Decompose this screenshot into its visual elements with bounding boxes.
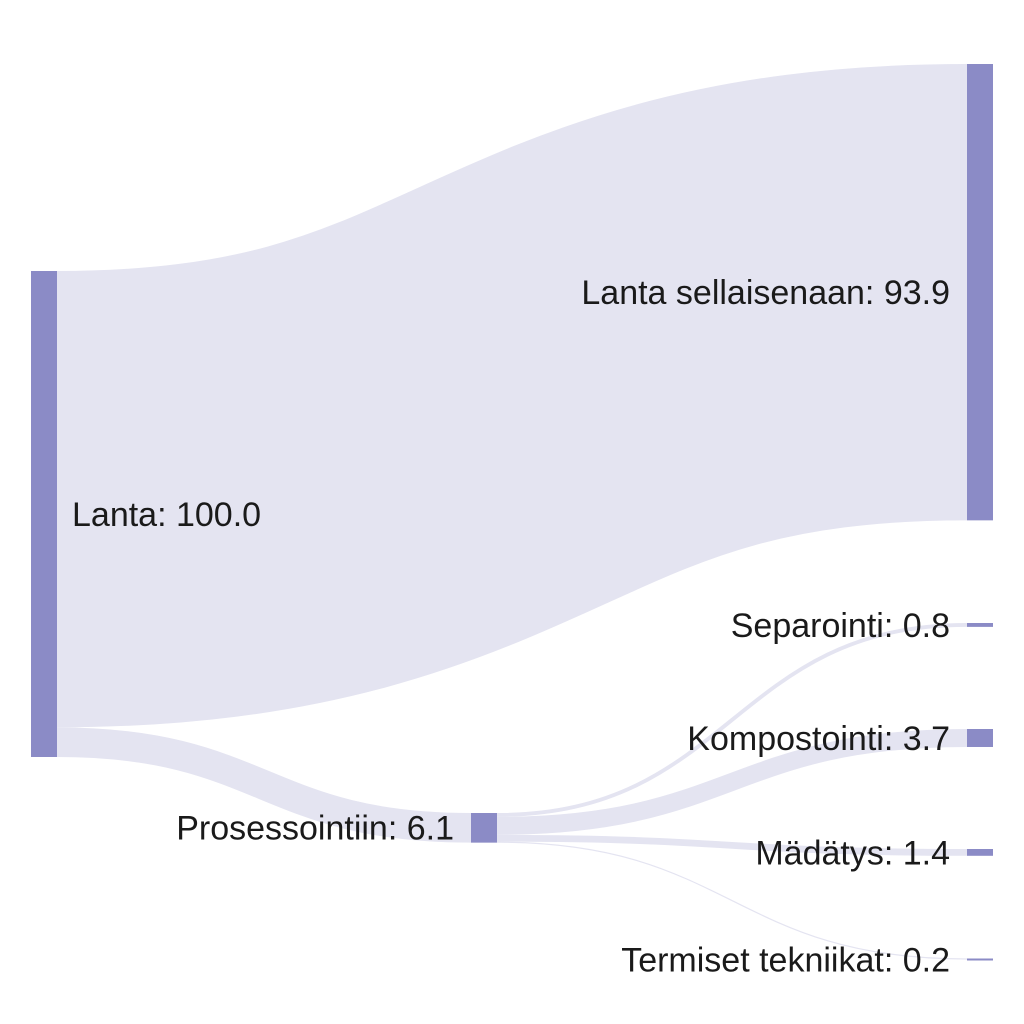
- node-lanta: [31, 271, 57, 757]
- node-label-madatys: Mädätys: 1.4: [755, 834, 950, 872]
- link-prosessointiin-to-madatys: [496, 834, 968, 856]
- node-separointi: [967, 623, 993, 627]
- link-prosessointiin-to-separointi: [496, 623, 968, 817]
- link-prosessointiin-to-kompostointi: [496, 729, 968, 835]
- node-madatys: [967, 849, 993, 856]
- node-label-lanta: Lanta: 100.0: [72, 496, 261, 534]
- nodes-layer: [31, 64, 993, 961]
- node-lanta-sellaisenaan: [967, 64, 993, 521]
- links-layer: [55, 64, 969, 960]
- node-label-lanta-sellaisenaan: Lanta sellaisenaan: 93.9: [581, 274, 950, 312]
- link-lanta-to-prosessointiin: [56, 727, 472, 843]
- node-termiset-tekniikat: [967, 958, 993, 961]
- node-label-separointi: Separointi: 0.8: [731, 607, 950, 645]
- node-label-kompostointi: Kompostointi: 3.7: [687, 720, 950, 758]
- node-kompostointi: [967, 729, 993, 747]
- link-lanta-to-lanta-sellaisenaan: [55, 64, 969, 728]
- link-prosessointiin-to-termiset-tekniikat: [496, 841, 968, 960]
- node-label-prosessointiin: Prosessointiin: 6.1: [176, 810, 454, 848]
- labels-layer: Lanta: 100.0 Lanta sellaisenaan: 93.9 Pros…: [72, 274, 950, 979]
- node-prosessointiin: [471, 813, 497, 843]
- node-label-termiset-tekniikat: Termiset tekniikat: 0.2: [621, 941, 950, 979]
